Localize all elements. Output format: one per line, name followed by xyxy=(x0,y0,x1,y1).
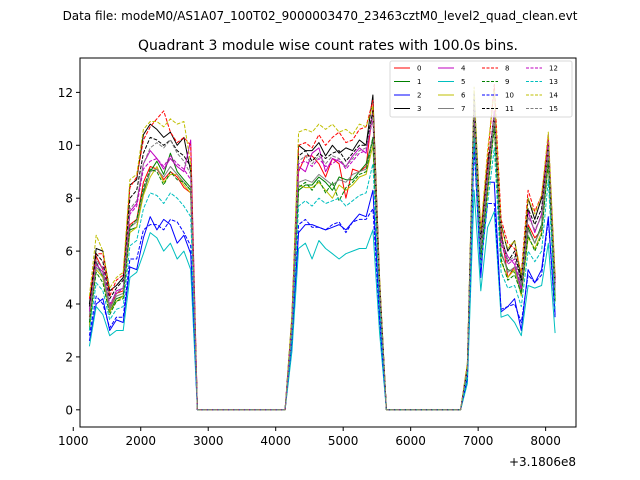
plot-frame xyxy=(79,57,577,428)
x-tick-label: 3000 xyxy=(193,434,224,448)
series-line-5 xyxy=(88,189,556,411)
y-tick-label: 10 xyxy=(58,139,73,153)
y-axis: 0 2 4 6 8 10 12 xyxy=(58,86,80,417)
legend-label-14: 14 xyxy=(549,92,558,100)
legend-label-9: 9 xyxy=(505,78,509,86)
series-line-15 xyxy=(88,102,556,411)
y-tick-label: 12 xyxy=(58,86,73,100)
legend-label-8: 8 xyxy=(505,65,509,73)
series-line-11 xyxy=(88,91,556,411)
x-tick-label: 6000 xyxy=(395,434,426,448)
x-tick-label: 5000 xyxy=(328,434,359,448)
series-line-14 xyxy=(88,86,556,411)
legend-label-7: 7 xyxy=(461,105,465,113)
x-offset-label: +3.1806e8 xyxy=(509,455,576,469)
legend-label-13: 13 xyxy=(549,78,558,86)
series-line-13 xyxy=(88,136,556,411)
x-tick-label: 8000 xyxy=(530,434,561,448)
legend-label-6: 6 xyxy=(461,92,466,100)
x-tick-label: 4000 xyxy=(260,434,291,448)
x-axis: 1000 2000 3000 4000 5000 6000 7000 8000 xyxy=(58,427,561,448)
legend-label-10: 10 xyxy=(505,92,514,100)
legend-label-4: 4 xyxy=(461,65,466,73)
x-tick-label: 7000 xyxy=(463,434,494,448)
chart-title: Quadrant 3 module wise count rates with … xyxy=(138,38,518,54)
y-tick-label: 4 xyxy=(65,298,73,312)
x-tick-label: 1000 xyxy=(58,434,89,448)
x-tick-label: 2000 xyxy=(125,434,156,448)
y-tick-label: 6 xyxy=(65,245,73,259)
legend-label-2: 2 xyxy=(417,92,421,100)
y-tick-label: 0 xyxy=(65,403,73,417)
legend-label-0: 0 xyxy=(417,65,421,73)
legend-label-15: 15 xyxy=(549,105,558,113)
legend-label-3: 3 xyxy=(417,105,421,113)
series-layer xyxy=(88,84,556,411)
legend-label-11: 11 xyxy=(505,105,514,113)
y-tick-label: 2 xyxy=(65,350,73,364)
legend-label-5: 5 xyxy=(461,78,465,86)
figure-suptitle: Data file: modeM0/AS1A07_100T02_90000034… xyxy=(63,9,578,23)
legend-label-12: 12 xyxy=(549,65,558,73)
legend-label-1: 1 xyxy=(417,78,421,86)
legend-frame xyxy=(389,60,573,118)
y-tick-label: 8 xyxy=(65,192,73,206)
